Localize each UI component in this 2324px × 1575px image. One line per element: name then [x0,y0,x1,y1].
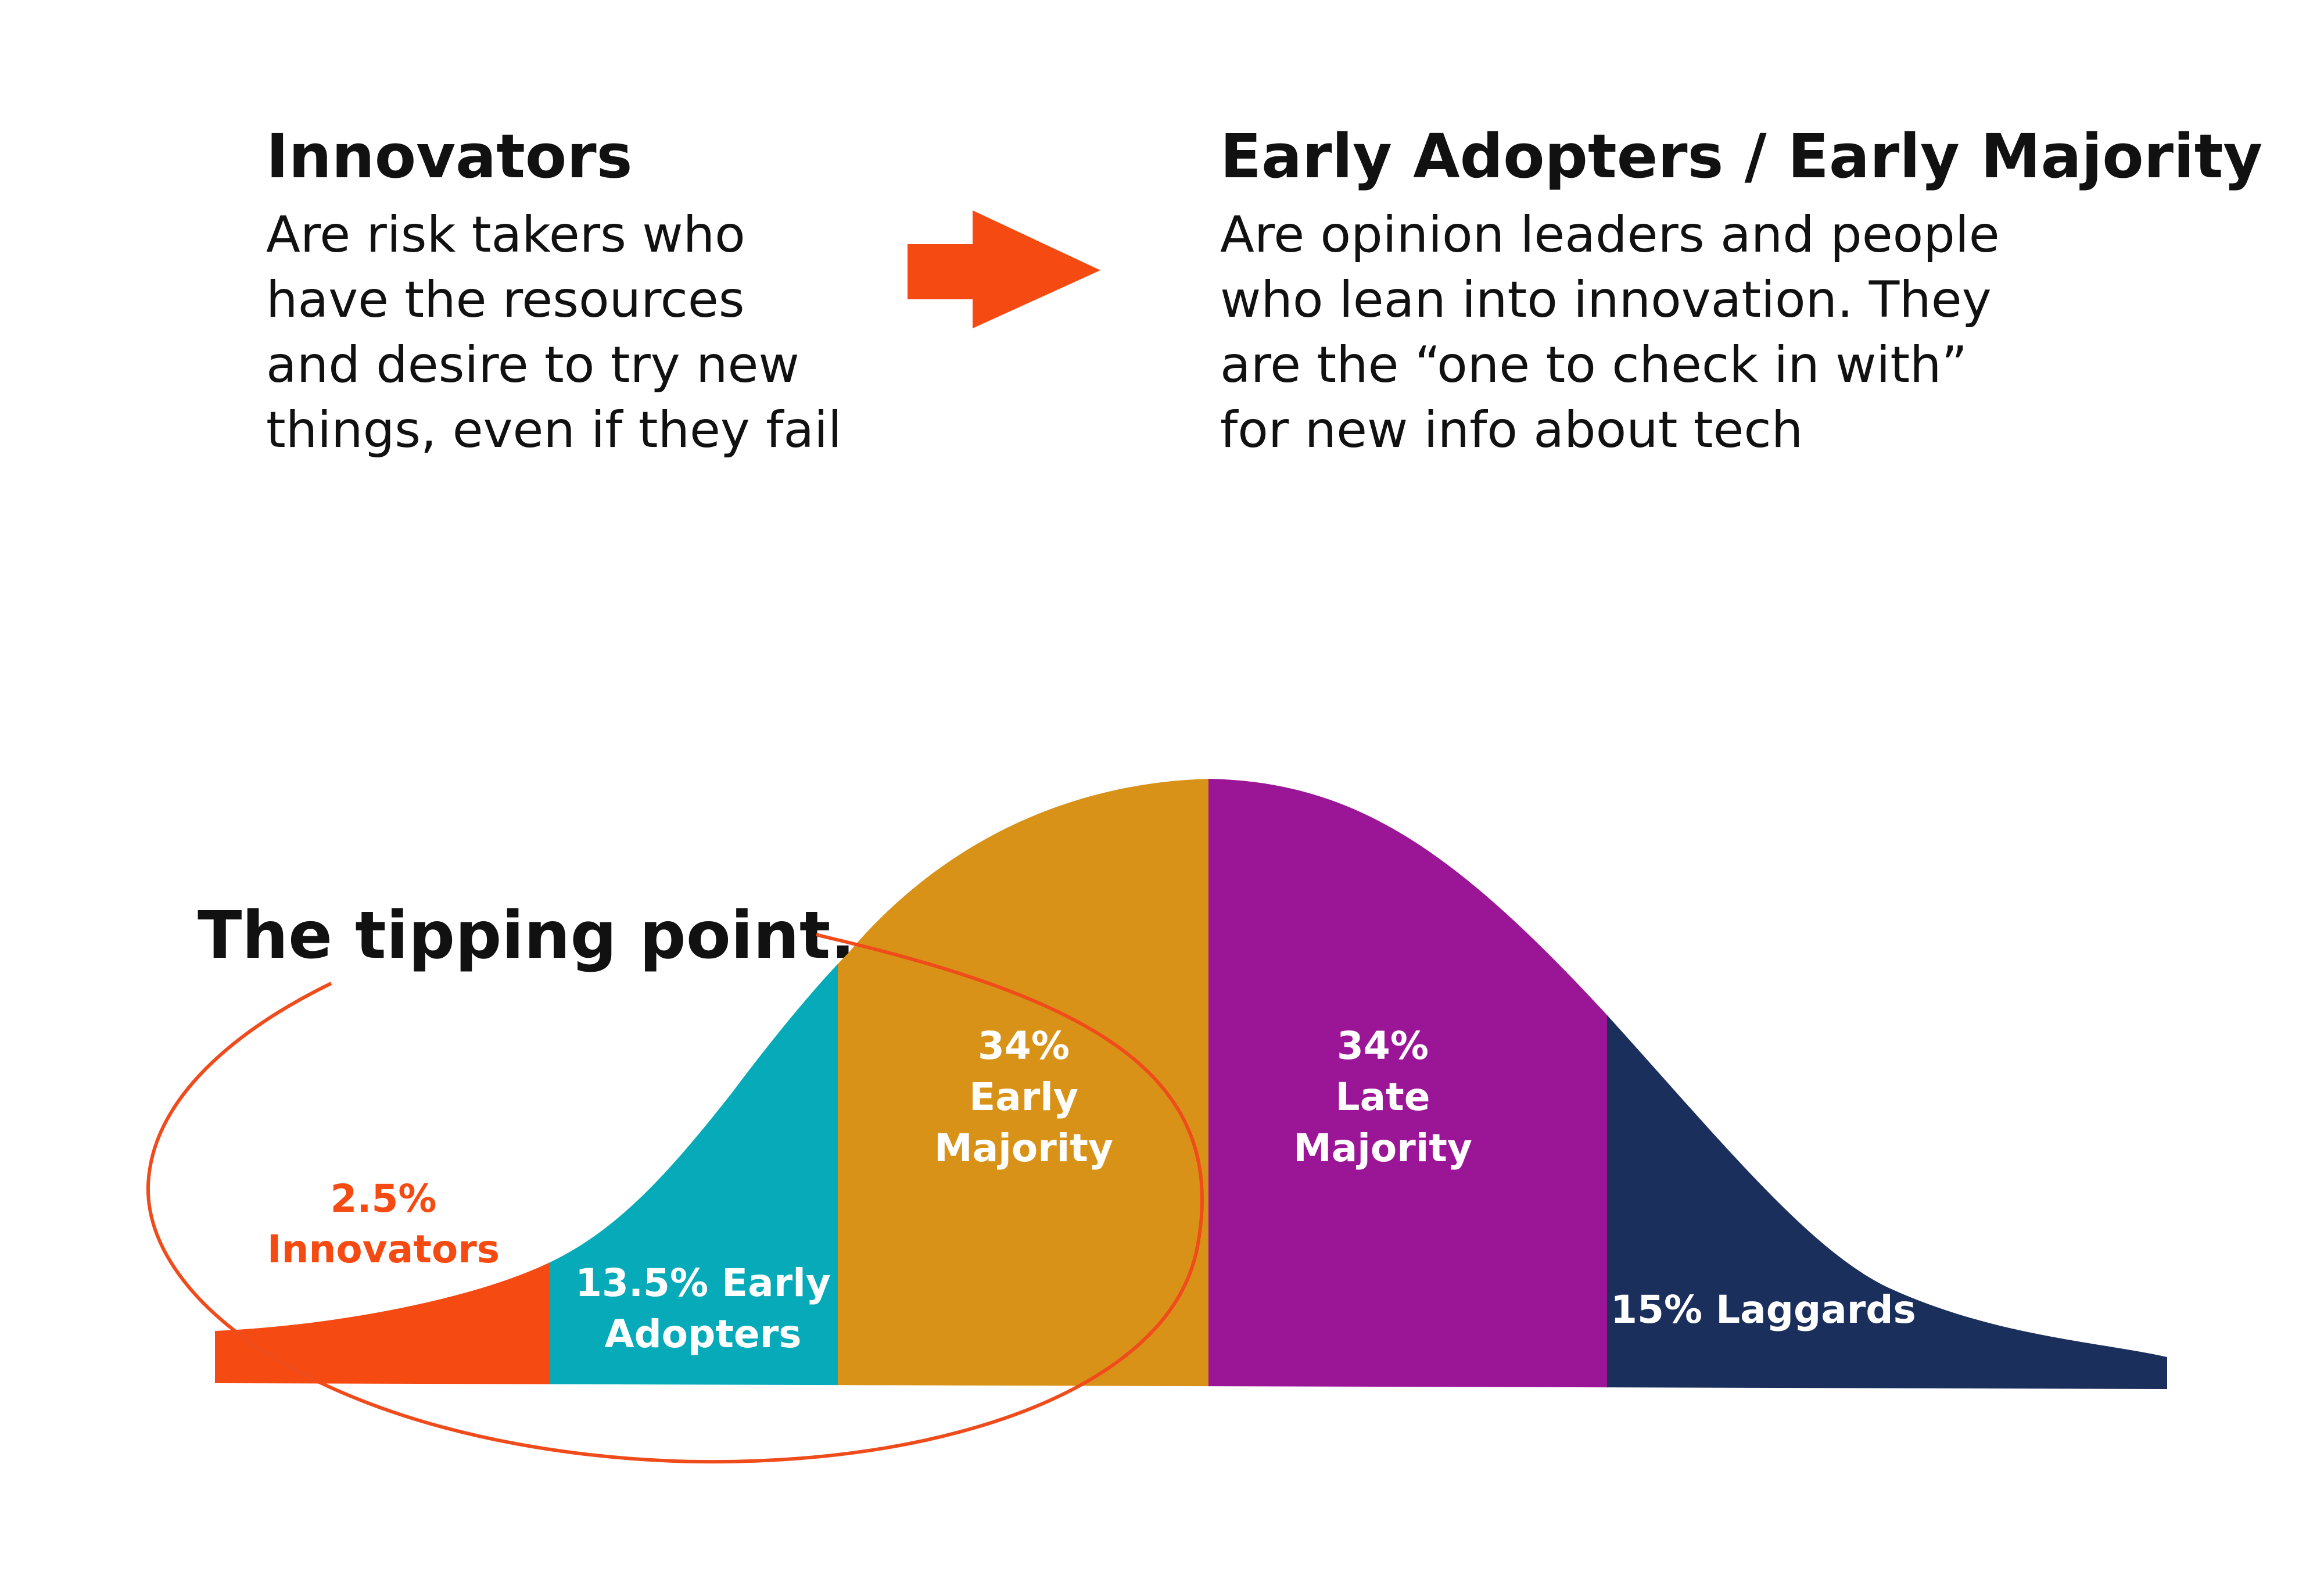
early-adopters-body-line: are the “one to check in with” [1220,336,1968,395]
innovators-body-line: Are risk takers who [266,206,745,264]
label-late-majority-line3: Majority [1293,1126,1472,1170]
early-adopters-body-line: for new info about tech [1220,401,1803,460]
innovators-heading: Innovators [266,121,633,192]
label-innovators-name: Innovators [267,1227,500,1272]
label-late-majority-line2: Late [1336,1075,1430,1119]
tipping-point-ellipse-icon [146,933,1204,1464]
segment-labels: 2.5% Innovators 13.5% Early Adopters 34%… [267,1023,1916,1356]
early-adopters-body-line: who lean into innovation. They [1220,271,1992,330]
right-arrow-shape [908,210,1100,328]
early-adopters-body-line: Are opinion leaders and people [1220,206,2000,264]
label-early-adopters-line2: Adopters [604,1312,801,1356]
label-early-adopters-line1: 13.5% Early [575,1261,831,1305]
tipping-point-title: The tipping point... [198,898,905,973]
label-early-majority-percent: 34% [978,1023,1070,1068]
innovators-body-line: have the resources [266,271,745,330]
innovators-body-line: things, even if they fail [266,401,842,460]
right-arrow-icon [908,210,1100,328]
early-adopters-description: Early Adopters / Early Majority Are opin… [1220,123,2262,463]
segment-innovators [215,779,551,1389]
innovators-description: Innovators Are risk takers who have the … [266,123,842,463]
label-laggards: 15% Laggards [1611,1287,1916,1332]
label-late-majority-percent: 34% [1337,1023,1429,1068]
early-adopters-heading: Early Adopters / Early Majority [1220,121,2263,192]
label-innovators-percent: 2.5% [330,1176,436,1221]
segment-early-adopters [550,779,839,1389]
label-early-majority-line2: Early [969,1075,1078,1119]
label-early-majority-line3: Majority [934,1126,1113,1170]
innovators-body-line: and desire to try new [266,336,799,395]
